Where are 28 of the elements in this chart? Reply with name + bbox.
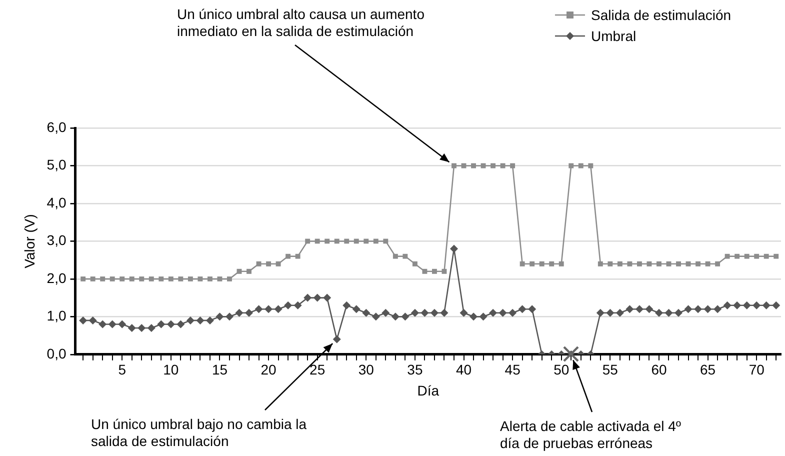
x-tick-label: 55 <box>602 362 618 378</box>
y-tick-label: 4,0 <box>46 194 66 210</box>
x-tick-label: 15 <box>212 362 228 378</box>
x-tick-label: 50 <box>554 362 570 378</box>
x-tick-label: 65 <box>700 362 716 378</box>
x-tick-label: 30 <box>358 362 374 378</box>
x-tick-label: 10 <box>163 362 179 378</box>
x-tick-label: 70 <box>748 362 765 378</box>
x-tick-label: 5 <box>118 362 126 378</box>
y-axis-title: Valor (V) <box>21 214 38 268</box>
legend-label: Umbral <box>591 28 636 44</box>
x-tick-label: 25 <box>310 362 326 378</box>
y-tick-label: 6,0 <box>46 118 66 135</box>
annotation: Un único umbral alto causa un aumento inmediato en la salida de estimulación <box>177 6 425 39</box>
x-tick-label: 35 <box>407 362 423 378</box>
annotation: Alerta de cable activada el 4º día de pruebas erróneas <box>500 418 682 451</box>
y-tick-label: 2,0 <box>46 270 66 286</box>
legend-label: Salida de estimulación <box>591 6 732 22</box>
x-axis-title: Día <box>417 382 440 398</box>
x-tick-label: 60 <box>651 362 667 378</box>
x-tick-label: 40 <box>456 362 472 378</box>
y-tick-label: 3,0 <box>46 232 66 248</box>
y-tick-label: 0,0 <box>46 345 66 362</box>
x-tick-label: 45 <box>504 362 521 378</box>
x-tick-label: 20 <box>260 362 277 378</box>
annotation: Un único umbral bajo no cambia la salida de estimulación <box>91 416 307 449</box>
y-tick-label: 1,0 <box>46 308 66 324</box>
y-tick-label: 5,0 <box>46 156 66 173</box>
